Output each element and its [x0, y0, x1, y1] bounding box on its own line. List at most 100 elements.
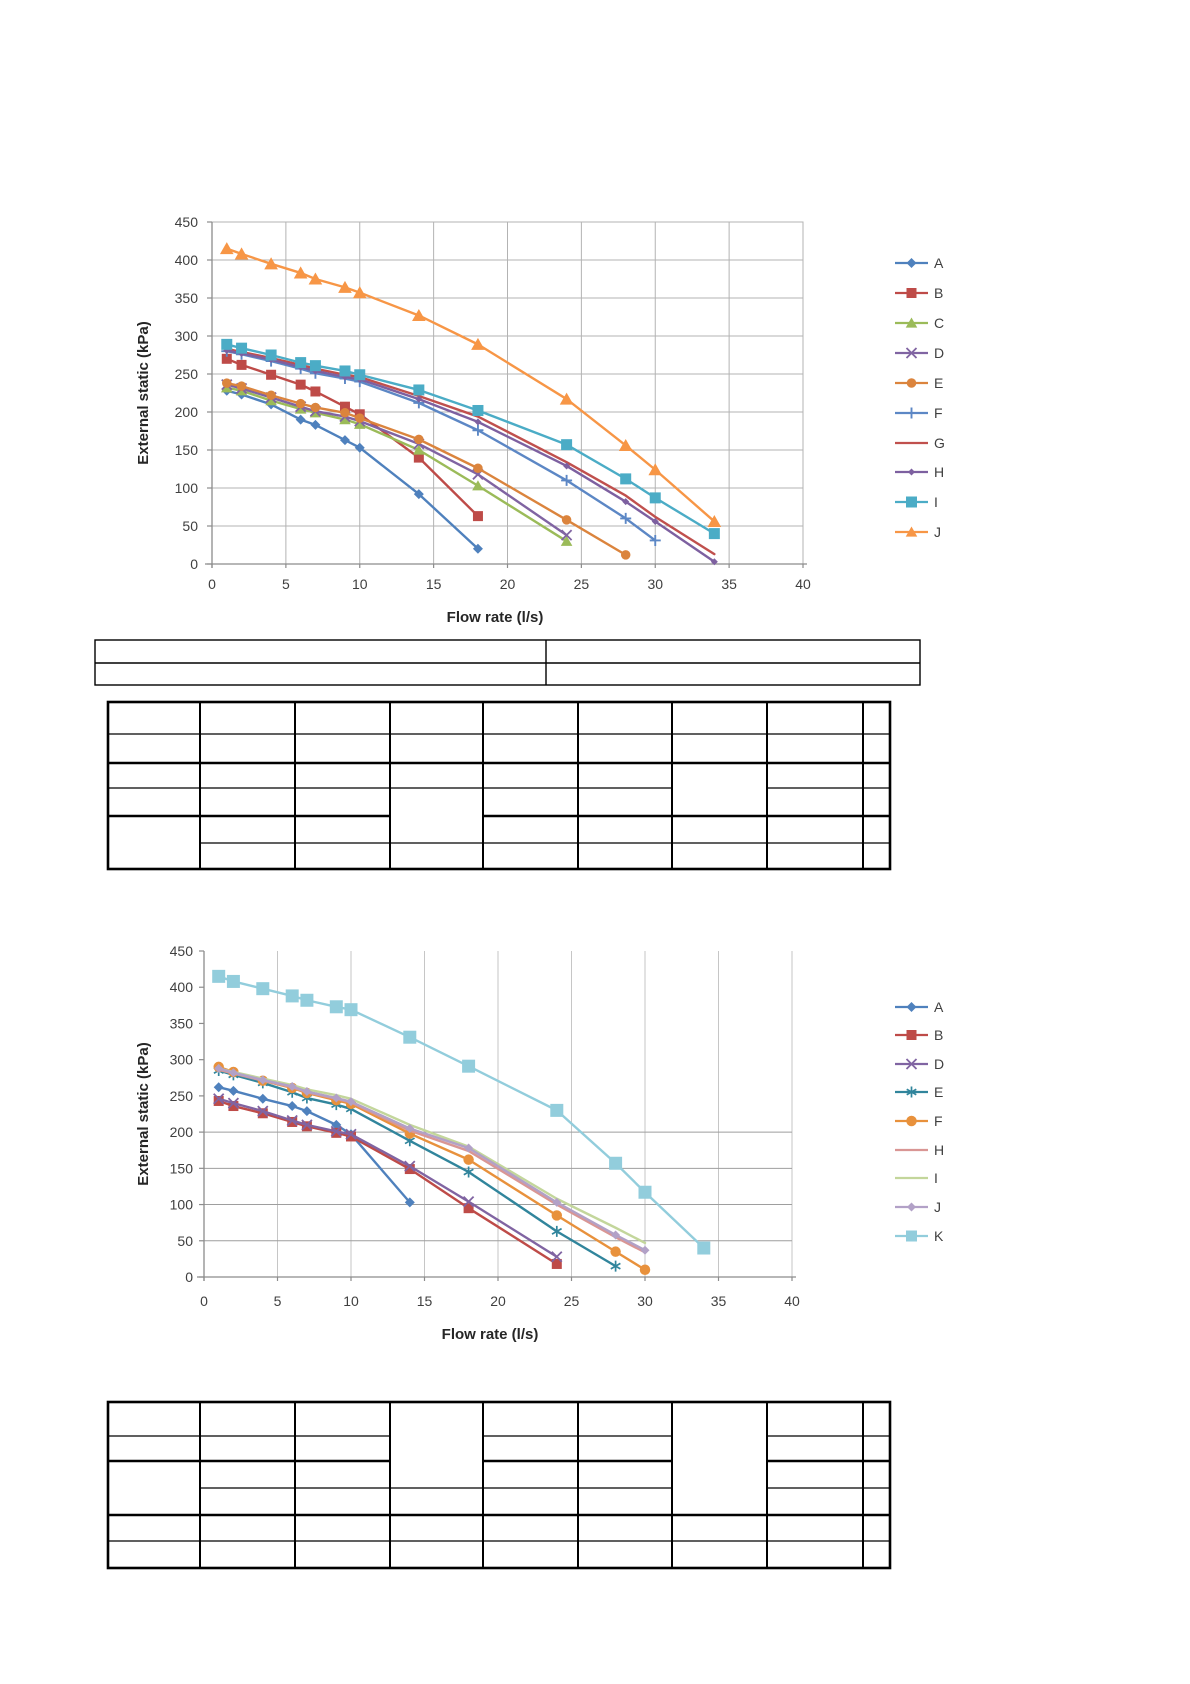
series-J: [219, 242, 722, 527]
legend-label: G: [934, 435, 945, 451]
legend-label: J: [934, 1199, 941, 1215]
legend-label: A: [934, 255, 944, 271]
y-tick-label: 450: [175, 214, 199, 230]
x-tick-label: 0: [200, 1293, 208, 1309]
y-tick-label: 100: [175, 480, 199, 496]
y-tick-label: 400: [170, 979, 194, 995]
series-I: [221, 338, 720, 540]
y-tick-label: 250: [175, 366, 199, 382]
y-tick-label: 200: [175, 404, 199, 420]
x-tick-label: 20: [500, 576, 516, 592]
chart2-gridlines: [204, 951, 793, 1277]
y-tick-label: 150: [170, 1160, 194, 1176]
y-tick-label: 50: [177, 1233, 193, 1249]
legend-item-H: H: [895, 464, 944, 480]
legend-label: E: [934, 375, 943, 391]
legend-item-F: F: [895, 405, 943, 421]
legend-label: H: [934, 464, 944, 480]
y-tick-label: 450: [170, 943, 194, 959]
y-tick-label: 150: [175, 442, 199, 458]
legend-item-D: D: [895, 345, 944, 361]
lower-spec-table: [106, 1400, 892, 1570]
chart2-x-axis-title: Flow rate (l/s): [442, 1326, 539, 1343]
chart1-axes: [205, 221, 807, 568]
x-tick-label: 40: [784, 1293, 800, 1309]
legend-item-A: A: [895, 255, 944, 271]
legend-item-A: A: [895, 999, 944, 1015]
series-J: [214, 1063, 650, 1255]
legend-item-I: I: [895, 1170, 938, 1186]
series-C: [221, 382, 573, 546]
legend-item-B: B: [895, 1027, 943, 1043]
x-tick-label: 15: [426, 576, 442, 592]
legend-item-B: B: [895, 285, 943, 301]
chart1-tick-labels: 0 5 10 15 20 25 30 35 40050100150200250300350400…: [175, 214, 811, 592]
x-tick-label: 15: [417, 1293, 433, 1309]
x-tick-label: 5: [282, 576, 290, 592]
series-I: [217, 1067, 647, 1245]
legend-item-F: F: [895, 1113, 943, 1129]
legend-label: F: [934, 1113, 943, 1129]
legend-label: H: [934, 1142, 944, 1158]
legend-label: E: [934, 1084, 943, 1100]
x-tick-label: 5: [274, 1293, 282, 1309]
x-tick-label: 35: [721, 576, 737, 592]
x-tick-label: 40: [795, 576, 811, 592]
x-tick-label: 20: [490, 1293, 506, 1309]
x-tick-label: 10: [352, 576, 368, 592]
x-tick-label: 25: [564, 1293, 580, 1309]
upper-spec-table: [106, 700, 892, 871]
legend-item-J: J: [895, 524, 941, 540]
y-tick-label: 200: [170, 1124, 194, 1140]
legend-item-K: K: [895, 1228, 944, 1244]
series-K: [212, 969, 711, 1255]
pump-curve-chart-1: 0 5 10 15 20 25 30 35 40050100150200250300350400…: [175, 214, 945, 592]
legend-item-G: G: [895, 435, 945, 451]
series-E: [222, 378, 631, 560]
y-tick-label: 300: [175, 328, 199, 344]
legend-label: B: [934, 1027, 943, 1043]
series-B: [213, 1095, 562, 1269]
legend-label: D: [934, 1056, 944, 1072]
x-tick-label: 30: [637, 1293, 653, 1309]
y-tick-label: 250: [170, 1088, 194, 1104]
series-A: [213, 1082, 415, 1208]
table-border: [106, 700, 892, 871]
x-tick-label: 25: [574, 576, 590, 592]
y-tick-label: 100: [170, 1197, 194, 1213]
legend-label: I: [934, 494, 938, 510]
legend-label: D: [934, 345, 944, 361]
legend-item-C: C: [895, 315, 944, 331]
legend-item-H: H: [895, 1142, 944, 1158]
legend-label: F: [934, 405, 943, 421]
legend-item-E: E: [895, 1084, 943, 1100]
y-tick-label: 350: [175, 290, 199, 306]
x-tick-label: 30: [647, 576, 663, 592]
y-tick-label: 350: [170, 1015, 194, 1031]
legend-item-D: D: [895, 1056, 944, 1072]
pump-curve-chart-2: 0 5 10 15 20 25 30 35 40050100150200250300350400…: [170, 943, 944, 1309]
chart2-y-axis-title: External static (kPa): [135, 1042, 152, 1185]
x-tick-label: 10: [343, 1293, 359, 1309]
legend-item-E: E: [895, 375, 943, 391]
series-H: [217, 1068, 647, 1254]
y-tick-label: 0: [185, 1269, 193, 1285]
legend-label: C: [934, 315, 944, 331]
x-tick-label: 0: [208, 576, 216, 592]
legend-label: A: [934, 999, 944, 1015]
y-tick-label: 400: [175, 252, 199, 268]
y-tick-label: 50: [182, 518, 198, 534]
legend-label: B: [934, 285, 943, 301]
chart2-axes: [197, 950, 796, 1281]
chart1-y-axis-title: External static (kPa): [135, 321, 152, 464]
caption-table: [94, 639, 921, 686]
legend-label: K: [934, 1228, 944, 1244]
x-tick-label: 35: [711, 1293, 727, 1309]
series-D: [213, 1093, 563, 1263]
chart1-x-axis-title: Flow rate (l/s): [447, 609, 544, 626]
legend-label: I: [934, 1170, 938, 1186]
